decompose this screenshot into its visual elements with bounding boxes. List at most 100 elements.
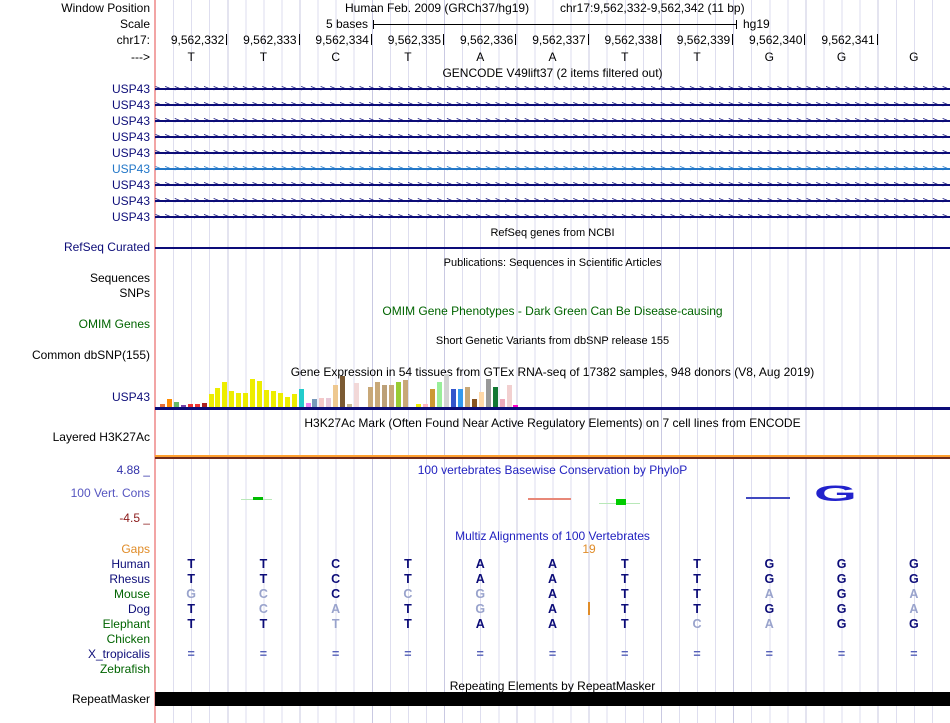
gene-track-line[interactable]: >>>>>>>>>>>>>>>>>>>>>>>>>>>>>>>>>>>>>>>>… xyxy=(155,113,950,129)
alignment-base: G xyxy=(908,557,919,571)
publications-title-row: Publications: Sequences in Scientific Ar… xyxy=(0,256,950,271)
conservation-label[interactable]: 100 Vert. Cons xyxy=(70,486,150,500)
species-label[interactable]: Elephant xyxy=(102,617,150,631)
gtex-bar xyxy=(187,404,193,407)
conservation-mark xyxy=(253,497,263,500)
refseq-curated-label[interactable]: RefSeq Curated xyxy=(63,240,150,254)
repeatmasker-label[interactable]: RepeatMasker xyxy=(71,692,150,706)
h3k27ac-label[interactable]: Layered H3K27Ac xyxy=(52,430,150,444)
gene-track-row: USP43 >>>>>>>>>>>>>>>>>>>>>>>>>>>>>>>>>>>… xyxy=(0,129,950,145)
gtex-gene-label[interactable]: USP43 xyxy=(111,390,150,404)
dbsnp-label[interactable]: Common dbSNP(155) xyxy=(31,348,150,362)
species-label[interactable]: Mouse xyxy=(113,587,150,601)
omim-genes-label[interactable]: OMIM Genes xyxy=(78,317,150,331)
ruler-tick xyxy=(732,34,734,45)
alignment-base: T xyxy=(404,617,412,631)
gene-track-label[interactable]: USP43 xyxy=(111,210,150,224)
species-label[interactable]: X_tropicalis xyxy=(87,647,150,661)
gap-count-label: 19 xyxy=(582,542,596,556)
alignment-base: = xyxy=(259,647,268,661)
alignment-base: T xyxy=(620,557,629,571)
gene-track-label[interactable]: USP43 xyxy=(111,130,150,144)
ruler: 9,562,332 9,562,333 9,562,334 9,562,335 9,56… xyxy=(155,33,950,49)
gene-track-label[interactable]: USP43 xyxy=(111,82,150,96)
alignment-row: Chicken xyxy=(0,632,950,647)
conservation-row: 100 Vert. Cons xyxy=(0,486,950,501)
gtex-title-row: Gene Expression in 54 tissues from GTEx … xyxy=(0,365,950,380)
species-label[interactable]: Zebrafish xyxy=(99,662,150,676)
gene-track-label[interactable]: USP43 xyxy=(111,146,150,160)
gtex-bar xyxy=(215,388,221,407)
conservation-mark xyxy=(746,497,790,499)
ruler-tick xyxy=(443,34,445,45)
ruler-position: 9,562,337 xyxy=(516,33,589,49)
alignment-base: C xyxy=(258,587,268,601)
dbsnp-title: Short Genetic Variants from dbSNP releas… xyxy=(435,335,670,347)
alignment-base: T xyxy=(693,572,701,586)
alignment-row: Elephant T T T T A A T C A G G xyxy=(0,617,950,632)
gene-track-line[interactable]: >>>>>>>>>>>>>>>>>>>>>>>>>>>>>>>>>>>>>>>>… xyxy=(155,177,950,193)
sequence-base: A xyxy=(548,50,557,64)
gene-track-line[interactable]: >>>>>>>>>>>>>>>>>>>>>>>>>>>>>>>>>>>>>>>>… xyxy=(155,129,950,145)
gene-track-arrows: >>>>>>>>>>>>>>>>>>>>>>>>>>>>>>>>>>>>>>>>… xyxy=(155,180,950,190)
alignment-base: = xyxy=(187,647,195,661)
gene-track-label[interactable]: USP43 xyxy=(111,194,150,208)
alignment-row: Zebrafish xyxy=(0,662,950,677)
alignment-base: = xyxy=(332,647,340,661)
gtex-bar xyxy=(201,403,207,407)
gene-track-label[interactable]: USP43 xyxy=(111,178,150,192)
alignment-bases xyxy=(155,542,950,557)
sequence-base: G xyxy=(909,50,919,64)
gtex-bar xyxy=(506,385,512,407)
alignment-base: = xyxy=(693,647,701,661)
gtex-bar xyxy=(326,398,332,407)
alignment-base: T xyxy=(331,617,340,631)
species-label[interactable]: Human xyxy=(111,557,150,571)
species-label[interactable]: Chicken xyxy=(106,632,150,646)
gene-track-line[interactable]: >>>>>>>>>>>>>>>>>>>>>>>>>>>>>>>>>>>>>>>>… xyxy=(155,145,950,161)
repeat-element-bar[interactable] xyxy=(155,692,950,706)
alignment-bases xyxy=(155,632,950,647)
alignment-base: T xyxy=(259,617,268,631)
omim-title: OMIM Gene Phenotypes - Dark Green Can Be… xyxy=(382,304,723,318)
alignment-base: = xyxy=(910,647,918,661)
gene-track-line[interactable]: >>>>>>>>>>>>>>>>>>>>>>>>>>>>>>>>>>>>>>>>… xyxy=(155,97,950,113)
species-label[interactable]: Gaps xyxy=(121,542,150,556)
alignment-base: G xyxy=(475,602,486,616)
alignment-base: G xyxy=(908,572,919,586)
gene-track-label[interactable]: USP43 xyxy=(111,162,150,176)
ruler-tick xyxy=(370,34,372,45)
multiz-title-row: Multiz Alignments of 100 Vertebrates xyxy=(0,529,950,544)
gene-track-label[interactable]: USP43 xyxy=(111,98,150,112)
sequence-base: G xyxy=(764,50,774,64)
gtex-bar xyxy=(457,389,463,407)
refseq-gene-line[interactable] xyxy=(155,247,950,249)
snps-label[interactable]: SNPs xyxy=(119,286,150,300)
sequences-label[interactable]: Sequences xyxy=(89,271,150,285)
alignment-base: A xyxy=(547,572,557,586)
species-label[interactable]: Dog xyxy=(127,602,150,616)
alignment-base: C xyxy=(331,572,341,586)
gene-track-backbone xyxy=(155,152,950,154)
gene-track-line[interactable]: >>>>>>>>>>>>>>>>>>>>>>>>>>>>>>>>>>>>>>>>… xyxy=(155,193,950,209)
gtex-bar xyxy=(208,394,214,407)
alignment-row: X_tropicalis = = = = = = = = = = = xyxy=(0,647,950,662)
gene-track-line[interactable]: >>>>>>>>>>>>>>>>>>>>>>>>>>>>>>>>>>>>>>>>… xyxy=(155,161,950,177)
gene-track-line[interactable]: >>>>>>>>>>>>>>>>>>>>>>>>>>>>>>>>>>>>>>>>… xyxy=(155,209,950,225)
alignment-base: T xyxy=(259,572,268,586)
gene-track-line[interactable]: >>>>>>>>>>>>>>>>>>>>>>>>>>>>>>>>>>>>>>>>… xyxy=(155,81,950,97)
gtex-bar xyxy=(333,385,339,407)
alignment-base: C xyxy=(258,602,268,616)
h3k27ac-title: H3K27Ac Mark (Often Found Near Active Re… xyxy=(304,416,801,430)
species-label[interactable]: Rhesus xyxy=(109,572,150,586)
gene-track-label[interactable]: USP43 xyxy=(111,114,150,128)
gtex-bar xyxy=(388,385,394,407)
gene-track-arrows: >>>>>>>>>>>>>>>>>>>>>>>>>>>>>>>>>>>>>>>>… xyxy=(155,132,950,142)
gene-track-arrows: >>>>>>>>>>>>>>>>>>>>>>>>>>>>>>>>>>>>>>>>… xyxy=(155,196,950,206)
alignment-base: T xyxy=(693,557,701,571)
sequence-row: ---> T T C T A A T T G G G xyxy=(0,50,950,64)
gtex-bar xyxy=(305,403,311,407)
